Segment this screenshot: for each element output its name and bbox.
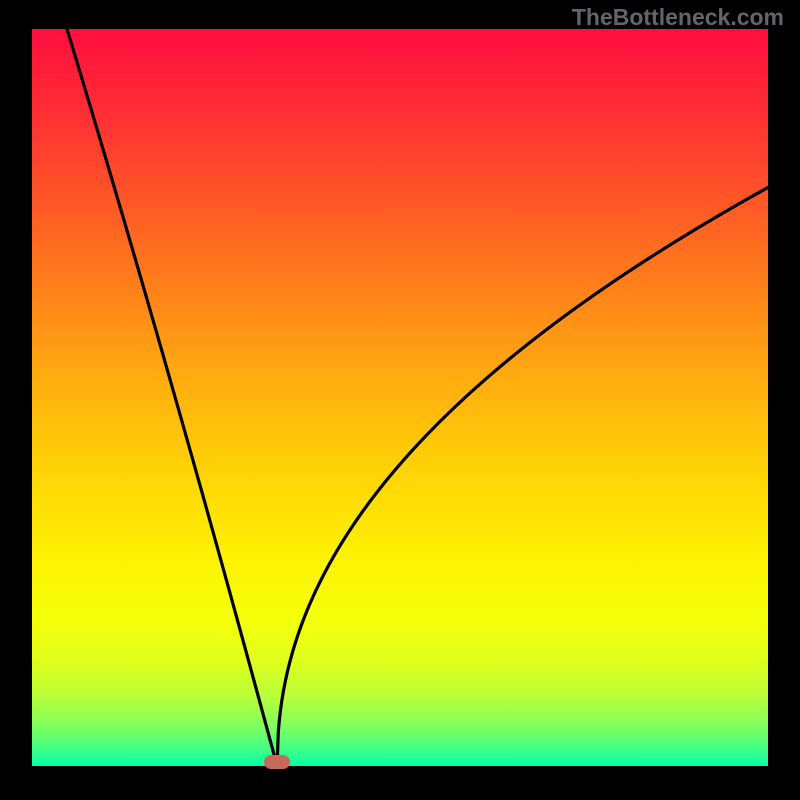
watermark-text: TheBottleneck.com — [572, 4, 784, 31]
vertex-marker — [264, 755, 290, 769]
plot-gradient-background — [32, 29, 768, 766]
chart-container: TheBottleneck.com — [0, 0, 800, 800]
